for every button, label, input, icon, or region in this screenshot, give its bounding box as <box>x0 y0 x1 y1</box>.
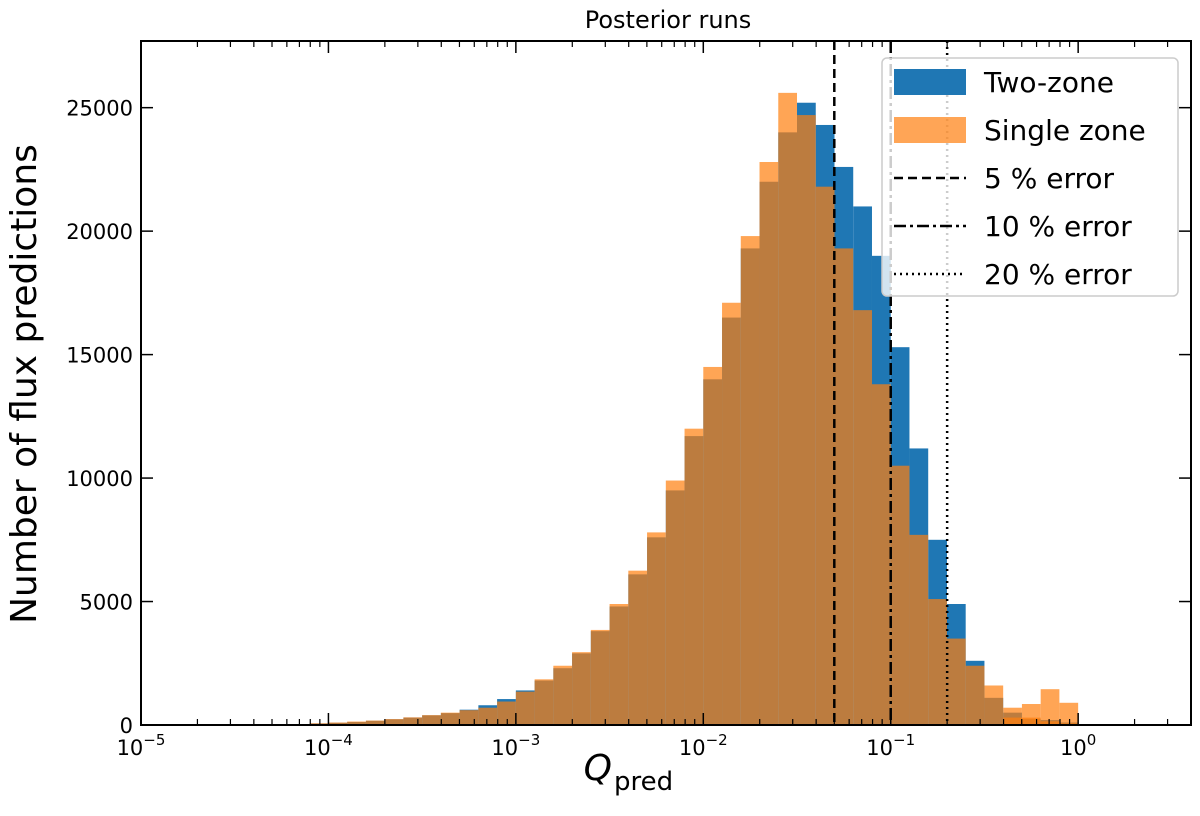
bar-1-5 <box>365 720 385 725</box>
bar-1-33 <box>890 465 910 725</box>
bar-1-12 <box>497 701 516 725</box>
bar-1-19 <box>628 570 648 725</box>
x-tick-label-exponent: −2 <box>706 731 728 749</box>
bar-1-8 <box>422 715 441 725</box>
bar-1-24 <box>722 302 741 725</box>
bar-1-36 <box>946 638 966 725</box>
bar-1-28 <box>797 115 816 725</box>
series-2 <box>1003 689 1079 725</box>
bar-1-3 <box>328 722 348 725</box>
bar-1-31 <box>853 310 872 725</box>
y-tick-label-2: 10000 <box>66 467 133 491</box>
bar-2-t3 <box>1059 702 1079 725</box>
bar-1-27 <box>778 92 798 726</box>
bar-1-10 <box>459 710 479 725</box>
bar-1-22 <box>684 428 704 725</box>
bar-1-14 <box>534 679 554 725</box>
bar-1-26 <box>759 162 779 725</box>
bar-1-29 <box>815 186 835 725</box>
x-tick-label-2: 10−3 <box>491 731 540 760</box>
x-axis-label-subscript: pred <box>614 767 673 797</box>
legend-label-1: Single zone <box>984 114 1146 147</box>
x-tick-label-base: 10 <box>491 736 518 760</box>
bar-1-21 <box>665 480 685 725</box>
bar-1-6 <box>384 719 404 725</box>
x-tick-label-exponent: −3 <box>518 731 540 749</box>
bar-1-16 <box>572 652 591 725</box>
bar-1-7 <box>403 717 423 725</box>
y-tick-label-3: 15000 <box>66 344 133 368</box>
bar-2-t0 <box>1003 717 1022 725</box>
y-axis-label: Number of flux predictions <box>4 144 45 624</box>
bar-1-13 <box>515 691 535 725</box>
legend-swatch-0 <box>894 69 966 95</box>
x-tick-label-base: 10 <box>1060 736 1087 760</box>
axes-frame <box>140 40 1192 726</box>
y-tick-label-5: 25000 <box>66 97 133 121</box>
legend-label-3: 10 % error <box>984 210 1132 243</box>
x-tick-label-base: 10 <box>117 736 144 760</box>
x-tick-label-exponent: −1 <box>893 731 915 749</box>
bar-1-18 <box>609 604 629 725</box>
legend-swatch-1 <box>894 117 966 143</box>
bar-1-11 <box>478 707 498 725</box>
chart-title: Posterior runs <box>585 6 752 34</box>
x-tick-label-exponent: −4 <box>331 731 353 749</box>
bar-1-35 <box>928 599 947 725</box>
x-tick-label-4: 10−1 <box>866 731 915 760</box>
bar-1-17 <box>590 629 610 725</box>
bar-1-20 <box>647 532 666 725</box>
bar-1-25 <box>740 236 760 725</box>
legend-label-4: 20 % error <box>984 258 1132 291</box>
y-tick-label-0: 0 <box>120 714 133 738</box>
legend: Two-zone Single zone 5 % error 10 % error 20… <box>881 57 1179 297</box>
bar-1-37 <box>965 665 985 725</box>
bar-1-30 <box>834 248 854 726</box>
x-tick-label-base: 10 <box>866 736 893 760</box>
x-axis-label: Q <box>584 748 612 789</box>
x-tick-label-3: 10−2 <box>679 731 728 760</box>
bar-1-4 <box>347 721 366 725</box>
x-tick-label-5: 100 <box>1060 731 1096 760</box>
y-tick-label-1: 5000 <box>80 591 133 615</box>
x-tick-label-base: 10 <box>304 736 331 760</box>
x-tick-label-base: 10 <box>679 736 706 760</box>
x-tick-label-0: 10−5 <box>117 731 166 760</box>
bar-1-32 <box>871 384 891 725</box>
y-tick-label-4: 20000 <box>66 220 133 244</box>
x-tick-label-exponent: 0 <box>1087 731 1097 749</box>
x-tick-label-exponent: −5 <box>143 731 165 749</box>
bar-1-9 <box>440 712 460 725</box>
x-tick-label-1: 10−4 <box>304 731 353 760</box>
bar-2-t2 <box>1040 689 1060 725</box>
bar-1-15 <box>553 665 573 725</box>
legend-label-2: 5 % error <box>984 162 1114 195</box>
bar-1-34 <box>909 534 929 725</box>
x-axis-label-main: Q <box>584 748 612 789</box>
legend-label-0: Two-zone <box>983 66 1114 99</box>
bar-1-38 <box>984 685 1004 725</box>
bar-2-t1 <box>1021 704 1041 725</box>
bar-1-23 <box>703 366 723 725</box>
series-1 <box>272 92 1079 726</box>
plot-area: 10−5 10−4 10−3 10−2 10−1 10005000100001500020… <box>66 40 1192 760</box>
